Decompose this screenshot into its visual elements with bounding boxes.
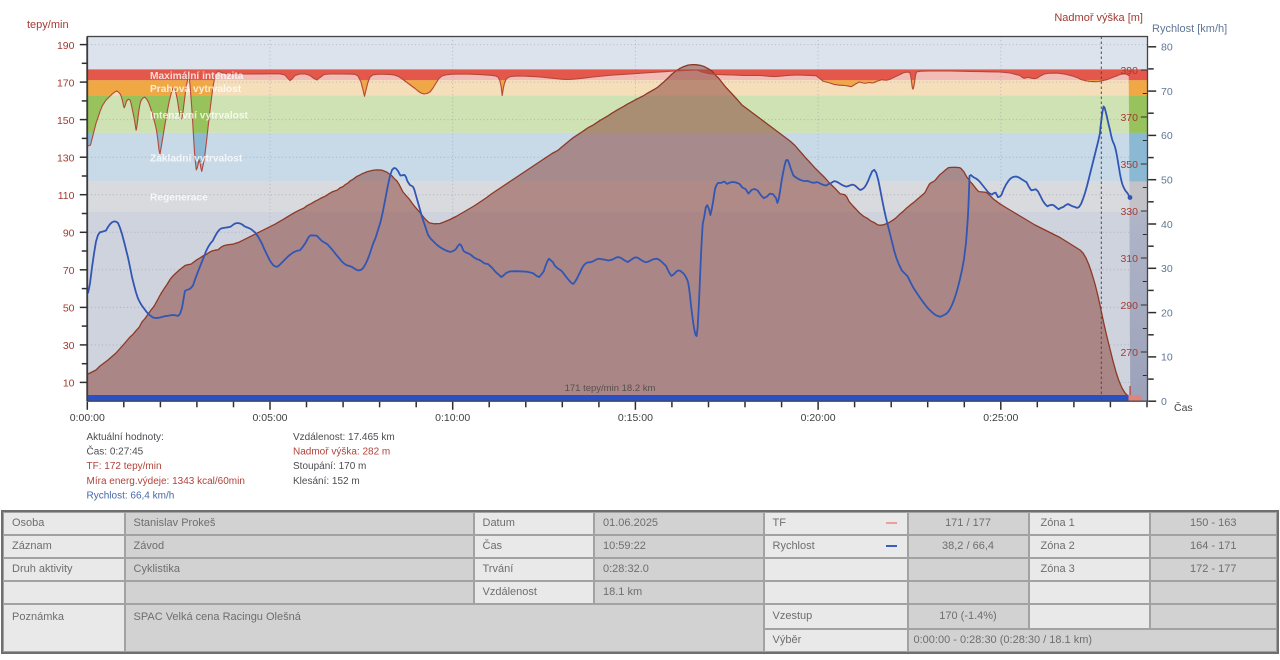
svg-text:Aktuální hodnoty:: Aktuální hodnoty: (87, 432, 164, 443)
svg-text:170: 170 (57, 77, 75, 89)
svg-text:Čas: Čas (1174, 401, 1193, 414)
svg-text:290: 290 (1120, 300, 1138, 312)
svg-text:10: 10 (63, 378, 75, 390)
svg-text:130: 130 (57, 152, 75, 164)
svg-text:0:00:00: 0:00:00 (70, 412, 105, 424)
svg-text:40: 40 (1161, 219, 1173, 231)
svg-text:Stoupání: 170 m: Stoupání: 170 m (293, 461, 366, 472)
svg-text:0:05:00: 0:05:00 (252, 412, 287, 424)
svg-text:Rychlost [km/h]: Rychlost [km/h] (1152, 23, 1227, 35)
svg-text:370: 370 (1120, 112, 1138, 124)
svg-text:390: 390 (1120, 65, 1138, 77)
svg-text:Čas: 0:27:45: Čas: 0:27:45 (87, 445, 144, 458)
svg-text:171 tepy/min 18.2 km: 171 tepy/min 18.2 km (565, 383, 656, 394)
svg-text:110: 110 (58, 190, 75, 202)
svg-text:270: 270 (1120, 347, 1138, 359)
svg-text:190: 190 (57, 40, 75, 52)
svg-text:0:15:00: 0:15:00 (618, 412, 653, 424)
svg-text:Rychlost: 66,4 km/h: Rychlost: 66,4 km/h (87, 490, 175, 501)
svg-text:Nadmoř výška: 282 m: Nadmoř výška: 282 m (293, 447, 390, 458)
svg-text:70: 70 (63, 265, 75, 277)
svg-text:tepy/min: tepy/min (27, 19, 69, 31)
svg-text:Regenerace: Regenerace (150, 192, 208, 203)
svg-text:Prahová vytrvalost: Prahová vytrvalost (150, 84, 242, 95)
svg-text:Maximální intenzita: Maximální intenzita (150, 71, 244, 82)
svg-text:60: 60 (1161, 130, 1173, 142)
svg-text:Základní vytrvalost: Základní vytrvalost (150, 153, 243, 164)
svg-text:330: 330 (1120, 206, 1138, 218)
svg-text:20: 20 (1161, 307, 1173, 319)
svg-text:350: 350 (1120, 159, 1138, 171)
svg-text:Míra energ.výdeje: 1343 kcal/6: Míra energ.výdeje: 1343 kcal/60min (87, 476, 245, 487)
svg-text:50: 50 (1161, 175, 1173, 187)
svg-text:30: 30 (63, 340, 75, 352)
svg-text:Vzdálenost: 17.465 km: Vzdálenost: 17.465 km (293, 432, 395, 443)
svg-text:0:20:00: 0:20:00 (801, 412, 836, 424)
svg-text:90: 90 (63, 227, 75, 239)
svg-text:80: 80 (1161, 42, 1173, 54)
svg-text:Intenzivní vytrvalost: Intenzivní vytrvalost (150, 110, 249, 121)
svg-text:310: 310 (1120, 253, 1138, 265)
svg-text:Klesání: 152 m: Klesání: 152 m (293, 476, 360, 487)
svg-text:70: 70 (1161, 86, 1173, 98)
svg-text:10: 10 (1161, 352, 1173, 364)
svg-text:0:10:00: 0:10:00 (435, 412, 470, 424)
svg-text:0:25:00: 0:25:00 (983, 412, 1018, 424)
svg-text:Nadmoř výška [m]: Nadmoř výška [m] (1054, 12, 1143, 24)
svg-text:50: 50 (63, 303, 75, 315)
svg-text:TF: 172 tepy/min: TF: 172 tepy/min (87, 461, 162, 472)
svg-text:0: 0 (1161, 396, 1167, 408)
svg-text:150: 150 (57, 115, 75, 127)
svg-text:30: 30 (1161, 263, 1173, 275)
